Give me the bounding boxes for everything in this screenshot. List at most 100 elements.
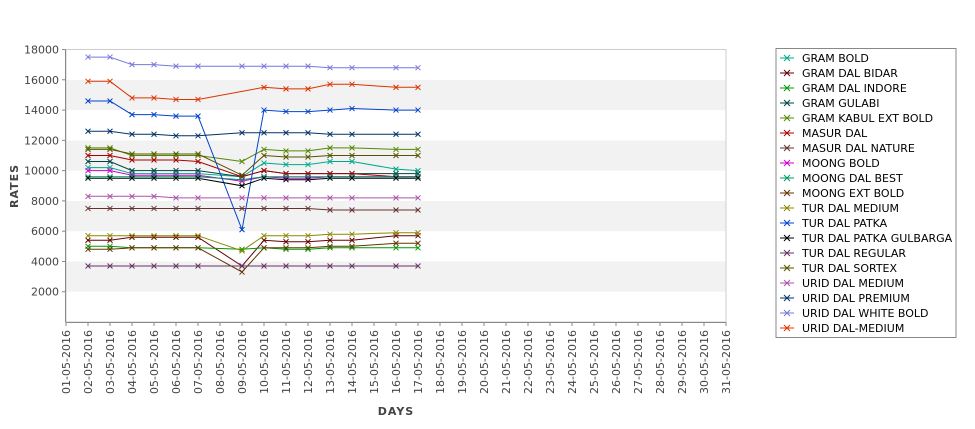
legend-label: GRAM DAL BIDAR [802,67,898,80]
data-point [305,244,311,251]
grid-band [66,79,726,111]
data-point [305,86,311,92]
data-point [107,54,113,60]
series-line [88,147,418,163]
data-point [283,246,289,253]
series-lines [88,56,419,273]
data-point [393,229,399,236]
data-point [239,158,245,165]
data-point [173,157,179,163]
data-point [239,226,245,233]
legend-label: TUR DAL PATKA GULBARGA [801,232,953,245]
data-point [283,63,289,70]
data-point [85,145,91,151]
x-tick-label: 02-05-2016 [82,330,95,394]
data-point [327,175,333,182]
data-point [239,63,245,70]
data-point [173,195,179,201]
data-point [107,98,113,104]
data-point [129,205,135,212]
data-point [151,193,157,200]
data-point [305,148,311,154]
legend-label: MOONG BOLD [802,157,880,170]
data-point [261,160,267,166]
data-point [195,234,201,241]
data-point [129,263,135,269]
legend-item: MOONG EXT BOLD [780,187,904,200]
legend-label: URID DAL WHITE BOLD [802,307,929,320]
data-point [85,146,91,153]
data-point [415,244,421,251]
grid-band [66,291,726,322]
y-axis-title: RATES [8,164,21,208]
series-line [88,235,418,267]
legend-label: MASUR DAL NATURE [802,142,915,155]
data-point [129,234,135,241]
data-point [349,158,355,165]
data-point [195,232,201,239]
y-tick-label: 12000 [24,134,59,147]
data-point [151,157,157,163]
data-point [107,193,113,200]
data-point [393,263,399,269]
data-point [283,176,289,183]
series-line [88,155,418,178]
y-axis: 2000 4000 6000 8000 10000 12000 14000 16000 1800… [24,44,66,322]
data-point [85,173,91,180]
data-point [107,158,113,165]
data-point [195,151,201,157]
x-tick-label: 05-05-2016 [148,330,161,394]
data-point [107,246,113,253]
data-point [195,152,201,159]
data-point [393,207,399,213]
data-point [283,244,289,251]
x-tick-label: 13-05-2016 [324,330,337,394]
data-point [107,263,113,269]
data-point [261,244,267,251]
data-point [151,232,157,239]
y-tick-label: 16000 [24,74,59,87]
legend-label: TUR DAL SORTEX [801,262,897,275]
data-point [85,128,91,135]
data-point [393,240,399,247]
data-point [129,151,135,157]
legend-label: TUR DAL REGULAR [801,247,906,260]
data-point [393,131,399,138]
data-point [327,237,333,244]
data-point [393,173,399,180]
series-line [88,148,418,176]
data-point [261,195,267,201]
data-point [327,152,333,159]
legend-item: TUR DAL MEDIUM [780,202,899,215]
legend-item: URID DAL PREMIUM [780,292,910,305]
data-point [327,263,333,269]
data-point [107,175,113,182]
data-point [393,166,399,172]
data-point [305,63,311,70]
data-point [393,244,399,251]
data-point [415,195,421,201]
grid-band [66,200,726,232]
legend-item: GRAM GULABI [780,97,880,110]
series-line [88,208,418,211]
data-point [173,234,179,241]
data-point [261,263,267,269]
data-point [349,152,355,159]
x-tick-label: 28-05-2016 [654,330,667,394]
data-point [305,161,311,168]
data-point [305,108,311,115]
data-point [239,172,245,179]
y-tick-label: 8000 [31,195,59,208]
data-point [415,263,421,269]
series-line [88,242,418,273]
data-point [261,175,267,182]
data-point [173,244,179,251]
data-point [85,237,91,244]
x-axis-title: DAYS [378,405,414,418]
data-point [173,132,179,139]
series-line [88,176,418,181]
x-tick-label: 21-05-2016 [500,330,513,394]
data-point [327,207,333,213]
data-point [327,131,333,138]
data-point [415,64,421,71]
